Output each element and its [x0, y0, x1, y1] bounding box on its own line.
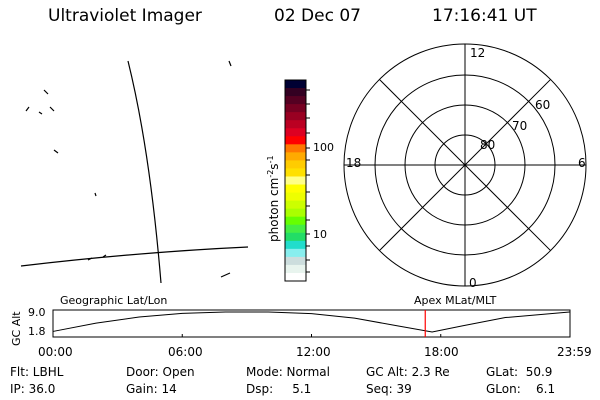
- info-field: Dsp: 5.1: [246, 382, 312, 396]
- colorbar-band: [285, 240, 306, 250]
- mlt-label-0: 0: [469, 276, 477, 290]
- ytick-9: 9.0: [28, 306, 46, 319]
- colorbar-label-exp1: -2: [266, 169, 275, 178]
- date-label: 02 Dec 07: [274, 6, 361, 26]
- instrument-title: Ultraviolet Imager: [48, 6, 202, 26]
- colorbar-frame: [284, 79, 307, 282]
- info-field: GLat: 50.9: [486, 365, 553, 379]
- geographic-image: [20, 60, 249, 284]
- colorbar-band: [285, 104, 306, 113]
- colorbar-band: [285, 112, 306, 121]
- mlt-diagonal: [379, 79, 551, 251]
- colorbar-band: [285, 128, 306, 137]
- colorbar-band: [285, 152, 306, 161]
- colorbar-band: [285, 208, 306, 218]
- colorbar-band: [285, 184, 306, 194]
- colorbar-label-unit: photon cm: [267, 177, 281, 242]
- colorbar-band: [285, 88, 306, 97]
- colorbar-band: [285, 200, 306, 210]
- lat-label-60: 60: [535, 98, 551, 112]
- colorbar-band: [285, 144, 306, 153]
- coastline-fragments: [25, 60, 232, 278]
- xtick-2359: 23:59: [557, 345, 592, 359]
- info-field: Flt: LBHL: [10, 365, 64, 379]
- parallel-line: [20, 246, 249, 267]
- colorbar-label-exp2: -1: [266, 155, 275, 164]
- colorbar-band: [285, 80, 306, 89]
- lat-label-70: 70: [512, 119, 528, 133]
- info-field: Seq: 39: [366, 382, 412, 396]
- info-field: Mode: Normal: [246, 365, 330, 379]
- altitude-plot: [52, 309, 571, 338]
- colorbar-tick-100: 100: [313, 141, 334, 154]
- colorbar-band: [285, 160, 306, 169]
- colorbar-band: [285, 120, 306, 129]
- xtick-0: 00:00: [38, 345, 73, 359]
- xtick-12: 12:00: [296, 345, 331, 359]
- colorbar-band: [285, 168, 306, 177]
- y-axis-label: GC Alt: [10, 311, 23, 346]
- info-field: IP: 36.0: [10, 382, 56, 396]
- colorbar-band: [285, 248, 306, 258]
- colorbar-band: [285, 264, 306, 274]
- geographic-label: Geographic Lat/Lon: [60, 294, 168, 307]
- ytick-1.8: 1.8: [28, 325, 46, 338]
- colorbar: [284, 79, 310, 282]
- colorbar-band: [285, 216, 306, 226]
- colorbar-band: [285, 224, 306, 234]
- xtick-6: 06:00: [168, 345, 203, 359]
- colorbar-band: [285, 96, 306, 105]
- lat-label-80: 80: [480, 138, 496, 152]
- mlt-label-18: 18: [346, 156, 362, 170]
- mlt-label-12: 12: [470, 46, 486, 60]
- colorbar-band: [285, 192, 306, 202]
- info-field: GLon: 6.1: [486, 382, 556, 396]
- colorbar-label-s: s: [267, 163, 281, 170]
- info-field: Gain: 14: [126, 382, 177, 396]
- time-label: 17:16:41 UT: [432, 6, 537, 26]
- xtick-18: 18:00: [424, 345, 459, 359]
- colorbar-label: photon cm-2s-1: [266, 155, 281, 242]
- colorbar-band: [285, 232, 306, 242]
- mlt-label-6: 6: [578, 156, 586, 170]
- info-field: GC Alt: 2.3 Re: [366, 365, 450, 379]
- apex-label: Apex MLat/MLT: [414, 294, 497, 307]
- colorbar-band: [285, 272, 306, 282]
- colorbar-band: [285, 136, 306, 145]
- meridian-line: [127, 60, 162, 284]
- altitude-line: [52, 311, 570, 333]
- colorbar-band: [285, 176, 306, 186]
- info-field: Door: Open: [126, 365, 195, 379]
- colorbar-band: [285, 256, 306, 266]
- colorbar-tick-10: 10: [313, 228, 327, 241]
- polar-grid: [343, 43, 587, 287]
